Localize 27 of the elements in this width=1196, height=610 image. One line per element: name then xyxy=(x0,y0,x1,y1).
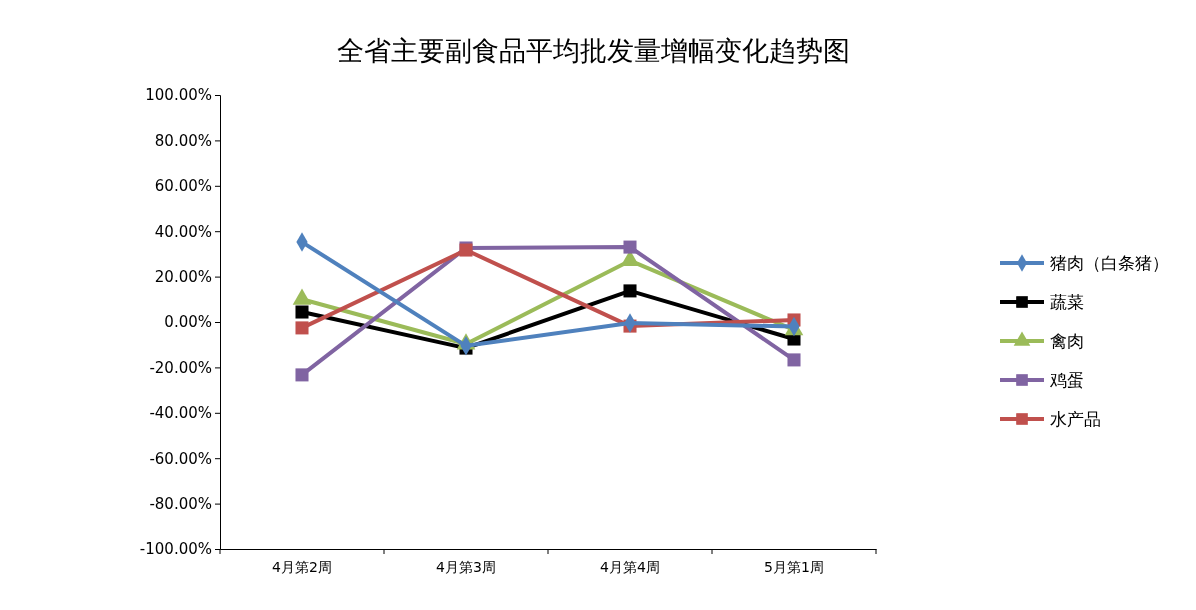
y-tick-label: 40.00% xyxy=(154,222,212,241)
y-tick-label: -20.00% xyxy=(149,358,212,377)
legend-label: 猪肉（白条猪） xyxy=(1050,253,1169,273)
y-tick-label: 60.00% xyxy=(154,177,212,196)
y-tick-label: 100.00% xyxy=(145,86,212,105)
legend-label: 水产品 xyxy=(1050,409,1101,429)
y-tick-label: -40.00% xyxy=(149,404,212,423)
point xyxy=(623,240,637,254)
y-tick-label: 0.00% xyxy=(164,313,212,332)
legend-label: 鸡蛋 xyxy=(1049,370,1084,390)
point xyxy=(787,353,801,367)
x-tick-label: 4月第2周 xyxy=(272,558,332,575)
y-tick-label: 20.00% xyxy=(154,267,212,286)
y-tick-label: 80.00% xyxy=(154,131,212,150)
x-tick-label: 4月第3周 xyxy=(436,558,496,575)
y-tick-label: -60.00% xyxy=(149,449,212,468)
chart-title: 全省主要副食品平均批发量增幅变化趋势图 xyxy=(336,35,850,66)
y-tick-label: -80.00% xyxy=(149,494,212,513)
point xyxy=(295,305,309,319)
y-tick-label: -100.00% xyxy=(139,540,212,559)
point xyxy=(623,284,637,298)
x-tick-label: 4月第4周 xyxy=(600,558,660,575)
point xyxy=(295,321,309,335)
legend-label: 禽肉 xyxy=(1050,331,1084,351)
point xyxy=(295,368,309,382)
x-tick-label: 5月第1周 xyxy=(764,558,824,575)
legend-label: 蔬菜 xyxy=(1050,292,1084,312)
